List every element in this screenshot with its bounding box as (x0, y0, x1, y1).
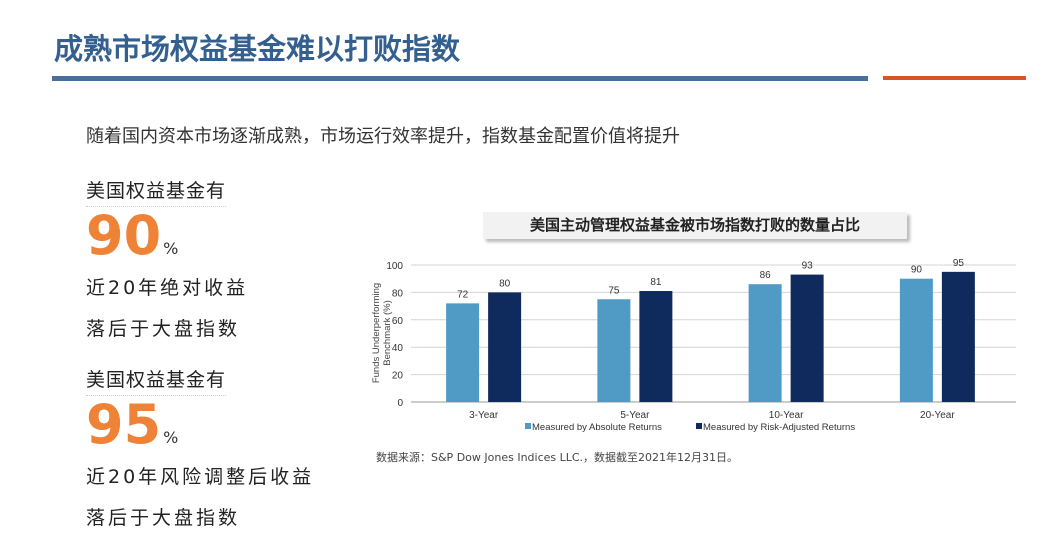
stat-line: 落后于大盘指数 (86, 507, 241, 529)
stat-head: 美国权益基金有 (86, 176, 227, 207)
bar-absolute (446, 303, 480, 402)
data-label: 90 (911, 265, 923, 276)
x-tick-label: 5-Year (620, 410, 650, 421)
x-tick-label: 3-Year (469, 410, 499, 421)
data-label: 93 (802, 261, 814, 272)
stat-head: 美国权益基金有 (86, 365, 227, 396)
y-tick-label: 40 (392, 343, 404, 354)
stat-line: 近20年绝对收益 (86, 277, 249, 299)
bar-absolute (597, 299, 631, 402)
x-tick-label: 20-Year (920, 410, 955, 421)
x-tick-label: 10-Year (769, 410, 804, 421)
stat-value: 95 (86, 393, 162, 456)
y-tick-label: 0 (397, 398, 403, 409)
bar-risk-adjusted (941, 271, 975, 402)
legend-label: Measured by Absolute Returns (532, 422, 662, 433)
data-label: 80 (499, 278, 511, 289)
y-tick-label: 80 (392, 288, 404, 299)
bar-absolute (899, 278, 933, 402)
stat-unit: % (163, 239, 179, 258)
title-divider-orange (883, 76, 1026, 80)
legend-swatch (696, 423, 702, 429)
stat-block-2: 美国权益基金有 95% 近20年风险调整后收益 落后于大盘指数 (86, 365, 314, 530)
y-tick-label: 20 (392, 371, 404, 382)
stat-unit: % (163, 428, 179, 447)
stat-line: 近20年风险调整后收益 (86, 466, 315, 488)
data-label: 75 (608, 285, 620, 296)
subtitle: 随着国内资本市场逐渐成熟，市场运行效率提升，指数基金配置价值将提升 (86, 126, 680, 147)
data-label: 86 (760, 270, 772, 281)
bar-risk-adjusted (488, 292, 522, 402)
data-label: 72 (457, 289, 469, 300)
stat-block-1: 美国权益基金有 90% 近20年绝对收益 落后于大盘指数 (86, 176, 248, 341)
data-label: 81 (650, 277, 662, 288)
stat-value: 90 (86, 204, 162, 267)
y-tick-label: 100 (386, 261, 403, 272)
y-tick-label: 60 (392, 316, 404, 327)
page-title: 成熟市场权益基金难以打败指数 (54, 32, 461, 66)
source-note: 数据来源：S&P Dow Jones Indices LLC.，数据截至2021… (376, 451, 739, 464)
data-label: 95 (953, 258, 965, 269)
title-divider-blue (52, 76, 868, 81)
legend-swatch (525, 423, 531, 429)
bar-risk-adjusted (790, 274, 824, 402)
chart-title: 美国主动管理权益基金被市场指数打败的数量占比 (483, 212, 907, 239)
stat-line: 落后于大盘指数 (86, 318, 241, 340)
y-axis-label: Funds UnderperformingBenchmark (%) (371, 283, 393, 383)
bar-risk-adjusted (639, 291, 673, 402)
legend-label: Measured by Risk-Adjusted Returns (703, 422, 855, 433)
bar-absolute (748, 284, 782, 402)
